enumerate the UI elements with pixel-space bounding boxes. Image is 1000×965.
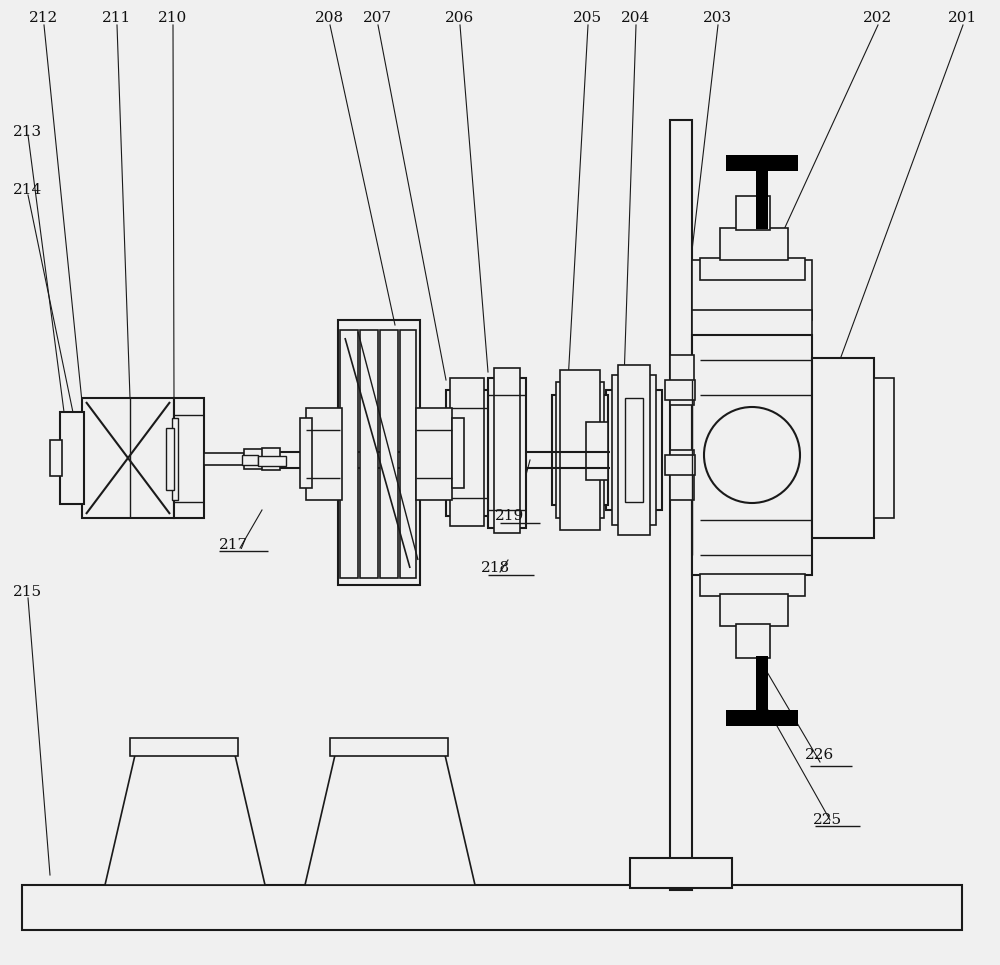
Bar <box>494 368 520 533</box>
Bar <box>720 228 788 260</box>
Bar <box>400 330 416 578</box>
Polygon shape <box>305 755 475 885</box>
Bar <box>174 398 204 518</box>
Text: 207: 207 <box>363 11 393 25</box>
Bar <box>756 656 768 714</box>
Text: 201: 201 <box>948 11 978 25</box>
Bar <box>446 390 488 516</box>
Text: 206: 206 <box>445 11 475 25</box>
Text: 212: 212 <box>29 11 59 25</box>
Bar <box>488 378 526 528</box>
Text: 225: 225 <box>813 813 843 827</box>
Bar <box>338 320 420 585</box>
Text: 217: 217 <box>219 538 249 552</box>
Bar <box>60 412 84 504</box>
Bar <box>606 390 662 510</box>
Bar <box>50 440 62 476</box>
Bar <box>726 710 798 726</box>
Bar <box>812 358 874 538</box>
Bar <box>670 355 694 405</box>
Bar <box>692 310 812 340</box>
Bar <box>736 196 770 230</box>
Text: 211: 211 <box>102 11 132 25</box>
Bar <box>560 370 600 530</box>
Bar <box>452 418 464 488</box>
Bar <box>670 450 694 500</box>
Bar <box>700 574 805 596</box>
Bar <box>594 430 608 474</box>
Bar <box>306 408 342 500</box>
Bar <box>692 335 812 575</box>
Text: 226: 226 <box>805 748 835 762</box>
Bar <box>166 428 174 490</box>
Bar <box>720 594 788 626</box>
Bar <box>130 738 238 756</box>
Bar <box>670 120 692 890</box>
Text: 214: 214 <box>13 183 43 197</box>
Bar <box>874 378 894 518</box>
Bar <box>82 398 174 518</box>
Bar <box>416 408 452 500</box>
Bar <box>612 375 656 525</box>
Text: 204: 204 <box>621 11 651 25</box>
Bar <box>700 258 805 280</box>
Text: 210: 210 <box>158 11 188 25</box>
Bar <box>692 260 812 320</box>
Text: 213: 213 <box>13 125 43 139</box>
Text: 215: 215 <box>13 585 43 599</box>
Bar <box>625 398 643 502</box>
Bar <box>665 455 695 475</box>
Bar <box>204 453 244 465</box>
Bar <box>552 395 608 505</box>
Text: 219: 219 <box>495 509 525 523</box>
Bar <box>380 330 398 578</box>
Polygon shape <box>105 755 265 885</box>
Bar <box>726 155 798 171</box>
Bar <box>556 382 604 518</box>
Bar <box>736 624 770 658</box>
Bar <box>244 449 264 469</box>
Bar <box>360 330 378 578</box>
Bar <box>630 858 732 888</box>
Bar <box>450 378 484 526</box>
Text: 203: 203 <box>703 11 733 25</box>
Text: 202: 202 <box>863 11 893 25</box>
Bar <box>262 448 280 470</box>
Text: 218: 218 <box>481 561 511 575</box>
Bar <box>586 422 608 480</box>
Text: 205: 205 <box>573 11 603 25</box>
Bar <box>242 455 258 465</box>
Bar <box>618 365 650 535</box>
Bar <box>172 418 178 500</box>
Bar <box>300 418 312 488</box>
Bar <box>330 738 448 756</box>
Bar <box>258 456 286 466</box>
Bar <box>22 885 962 930</box>
Bar <box>340 330 358 578</box>
Bar <box>756 171 768 229</box>
Bar <box>665 380 695 400</box>
Text: 208: 208 <box>315 11 345 25</box>
